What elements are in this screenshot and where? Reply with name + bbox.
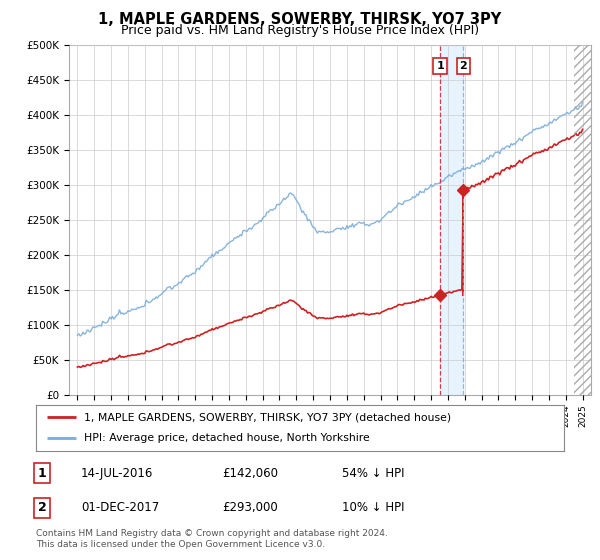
Text: £142,060: £142,060 xyxy=(222,466,278,480)
Text: HPI: Average price, detached house, North Yorkshire: HPI: Average price, detached house, Nort… xyxy=(83,433,369,444)
Text: 10% ↓ HPI: 10% ↓ HPI xyxy=(342,501,404,515)
Text: 1, MAPLE GARDENS, SOWERBY, THIRSK, YO7 3PY: 1, MAPLE GARDENS, SOWERBY, THIRSK, YO7 3… xyxy=(98,12,502,27)
Text: 2: 2 xyxy=(38,501,46,515)
Bar xyxy=(574,45,599,395)
Text: 1: 1 xyxy=(436,61,444,71)
Text: 1: 1 xyxy=(38,466,46,480)
Text: Contains HM Land Registry data © Crown copyright and database right 2024.
This d: Contains HM Land Registry data © Crown c… xyxy=(36,529,388,549)
Text: Price paid vs. HM Land Registry's House Price Index (HPI): Price paid vs. HM Land Registry's House … xyxy=(121,24,479,36)
Text: 54% ↓ HPI: 54% ↓ HPI xyxy=(342,466,404,480)
Bar xyxy=(440,45,463,395)
Text: 2: 2 xyxy=(460,61,467,71)
Text: 1, MAPLE GARDENS, SOWERBY, THIRSK, YO7 3PY (detached house): 1, MAPLE GARDENS, SOWERBY, THIRSK, YO7 3… xyxy=(83,412,451,422)
Text: 14-JUL-2016: 14-JUL-2016 xyxy=(81,466,154,480)
Text: 01-DEC-2017: 01-DEC-2017 xyxy=(81,501,159,515)
Text: £293,000: £293,000 xyxy=(222,501,278,515)
